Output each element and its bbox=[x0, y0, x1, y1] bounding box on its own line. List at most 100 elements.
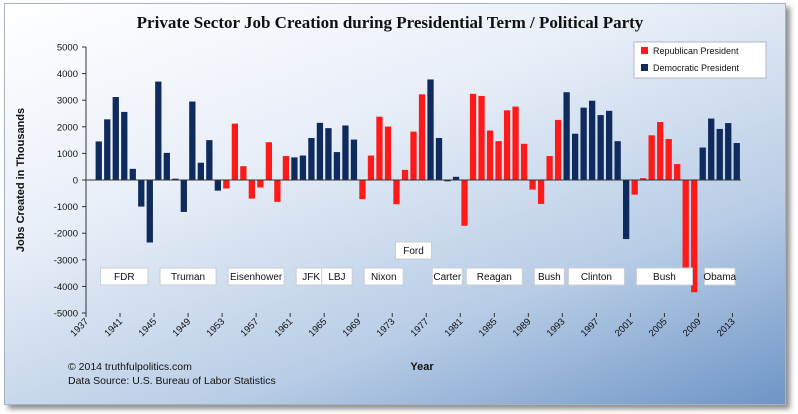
x-tick-label: 1997 bbox=[579, 316, 602, 339]
president-box bbox=[321, 267, 353, 286]
legend-swatch-republican bbox=[641, 47, 648, 54]
bar-2012 bbox=[725, 123, 732, 180]
bar-1948 bbox=[180, 180, 187, 212]
x-tick-label: 1981 bbox=[443, 316, 466, 339]
bar-1996 bbox=[588, 100, 596, 180]
president-box bbox=[395, 241, 432, 260]
president-label: LBJ bbox=[328, 272, 345, 283]
bar-1956 bbox=[248, 180, 256, 199]
bar-1942 bbox=[129, 168, 136, 180]
x-tick-label: 2009 bbox=[681, 316, 704, 339]
bar-1946 bbox=[163, 152, 170, 180]
president-label: Reagan bbox=[477, 272, 512, 283]
bar-2004 bbox=[657, 122, 664, 180]
x-tick-label: 1953 bbox=[204, 316, 227, 339]
president-label: Bush bbox=[538, 272, 561, 283]
x-tick-label: 1989 bbox=[511, 316, 534, 339]
president-label: Nixon bbox=[371, 272, 397, 283]
y-tick-label: -4000 bbox=[54, 282, 78, 293]
bar-1957 bbox=[257, 180, 264, 188]
bar-1968 bbox=[350, 139, 358, 180]
bar-2008 bbox=[691, 180, 698, 293]
president-label: JFK bbox=[302, 272, 320, 283]
bar-1975 bbox=[410, 131, 417, 180]
president-label: Carter bbox=[433, 272, 461, 283]
president-label: Obama bbox=[703, 272, 736, 283]
x-axis-label: Year bbox=[410, 361, 434, 373]
bar-1985 bbox=[495, 141, 502, 180]
x-tick-label: 1973 bbox=[375, 316, 398, 339]
bar-1961 bbox=[291, 157, 298, 180]
bar-1990 bbox=[537, 180, 545, 204]
president-box bbox=[635, 267, 693, 286]
bar-2013 bbox=[733, 143, 740, 180]
bar-1976 bbox=[418, 94, 426, 180]
bar-1962 bbox=[299, 155, 307, 180]
president-box bbox=[363, 267, 404, 286]
bar-1972 bbox=[384, 126, 392, 180]
bar-2002 bbox=[640, 178, 647, 180]
president-label: Clinton bbox=[581, 272, 612, 283]
bar-1965 bbox=[325, 128, 332, 180]
bar-1984 bbox=[486, 130, 494, 180]
data-source-text: Data Source: U.S. Bureau of Labor Statis… bbox=[68, 375, 276, 387]
y-tick-label: -2000 bbox=[54, 229, 78, 240]
president-box bbox=[465, 267, 523, 286]
y-tick-label: 1000 bbox=[57, 149, 78, 160]
x-tick-label: 1941 bbox=[102, 316, 125, 339]
x-tick-label: 1985 bbox=[477, 316, 500, 339]
bar-1949 bbox=[189, 101, 196, 180]
president-box bbox=[159, 267, 217, 286]
bar-1977 bbox=[427, 79, 434, 180]
bar-2007 bbox=[682, 180, 689, 282]
y-tick-label: 2000 bbox=[57, 122, 78, 133]
y-axis-label: Jobs Created in Thousands bbox=[15, 108, 27, 252]
x-tick-label: 1945 bbox=[136, 316, 159, 339]
x-axis-ticks: 1937 1941 1945 1949 1953 1957 1961 1965 1969 1973… bbox=[68, 313, 738, 339]
bar-1943 bbox=[138, 180, 145, 207]
bar-1981 bbox=[461, 180, 468, 226]
bar-1951 bbox=[206, 140, 213, 180]
bar-1986 bbox=[503, 110, 511, 180]
bars bbox=[95, 79, 740, 293]
bar-1959 bbox=[274, 180, 281, 202]
bar-2003 bbox=[648, 135, 655, 180]
bar-1947 bbox=[172, 178, 179, 180]
bar-1958 bbox=[265, 142, 273, 180]
x-tick-label: 1949 bbox=[170, 316, 193, 339]
president-box bbox=[567, 267, 625, 286]
bar-1991 bbox=[546, 156, 553, 180]
bar-1963 bbox=[308, 137, 315, 180]
legend-label-democratic: Democratic President bbox=[653, 63, 740, 73]
bar-1974 bbox=[401, 169, 409, 180]
bar-2010 bbox=[708, 118, 715, 180]
x-tick-label: 1957 bbox=[239, 316, 262, 339]
legend: Republican President Democratic Presiden… bbox=[633, 41, 767, 79]
x-tick-label: 1965 bbox=[307, 316, 330, 339]
bar-1983 bbox=[478, 95, 485, 180]
president-label: Bush bbox=[653, 272, 676, 283]
bar-1964 bbox=[316, 122, 324, 180]
chart-title: Private Sector Job Creation during Presi… bbox=[137, 13, 644, 32]
x-tick-label: 2013 bbox=[715, 316, 738, 339]
bar-1995 bbox=[580, 107, 587, 180]
president-box bbox=[100, 267, 149, 286]
bar-1982 bbox=[469, 93, 477, 180]
bar-1971 bbox=[376, 116, 383, 180]
bar-2011 bbox=[716, 128, 723, 180]
bar-1950 bbox=[197, 162, 204, 180]
y-tick-label: -5000 bbox=[54, 309, 78, 320]
copyright-text: © 2014 truthfulpolitics.com bbox=[68, 361, 192, 373]
x-tick-label: 1937 bbox=[68, 316, 91, 339]
bar-1967 bbox=[342, 125, 349, 180]
bar-1944 bbox=[146, 180, 153, 243]
bar-2005 bbox=[665, 139, 672, 180]
bar-1945 bbox=[155, 81, 162, 180]
y-tick-label: 5000 bbox=[57, 43, 78, 54]
bar-1941 bbox=[121, 111, 128, 180]
bar-1987 bbox=[512, 106, 519, 180]
bar-1953 bbox=[223, 180, 230, 189]
bar-1960 bbox=[282, 156, 290, 180]
president-label: Eisenhower bbox=[230, 272, 283, 283]
x-tick-label: 1977 bbox=[409, 316, 432, 339]
